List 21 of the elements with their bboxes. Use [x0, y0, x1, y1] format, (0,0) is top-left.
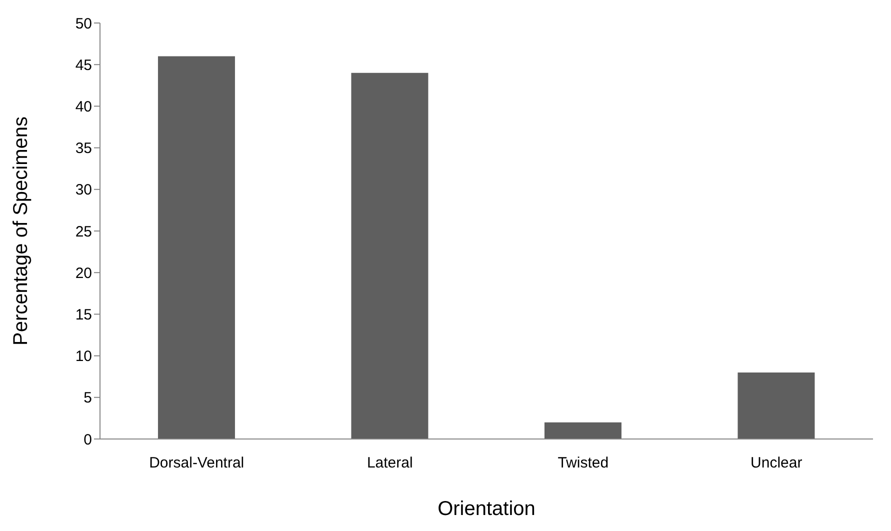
x-tick-label: Unclear	[750, 454, 802, 472]
y-axis-title: Percentage of Specimens	[10, 116, 32, 346]
y-tick-label: 30	[75, 182, 92, 199]
y-tick-label: 20	[75, 264, 92, 282]
x-axis-title: Orientation	[438, 498, 536, 520]
bar	[158, 56, 235, 439]
x-tick-label: Lateral	[366, 454, 413, 472]
y-tick-label: 10	[75, 348, 92, 366]
y-tick-label: 40	[75, 98, 92, 116]
y-tick-label: 25	[75, 223, 92, 240]
y-tick-label: 35	[75, 140, 92, 158]
y-tick-label: 50	[75, 15, 92, 32]
y-tick-label: 0	[84, 431, 92, 448]
y-tick-label: 5	[84, 390, 92, 407]
bar	[544, 422, 622, 439]
bar	[351, 72, 428, 439]
x-tick-label: Twisted	[558, 454, 609, 472]
x-tick-label: Dorsal-Ventral	[149, 454, 244, 472]
y-tick-label: 15	[75, 306, 92, 324]
y-tick-label: 45	[75, 56, 92, 74]
bar	[738, 372, 815, 439]
